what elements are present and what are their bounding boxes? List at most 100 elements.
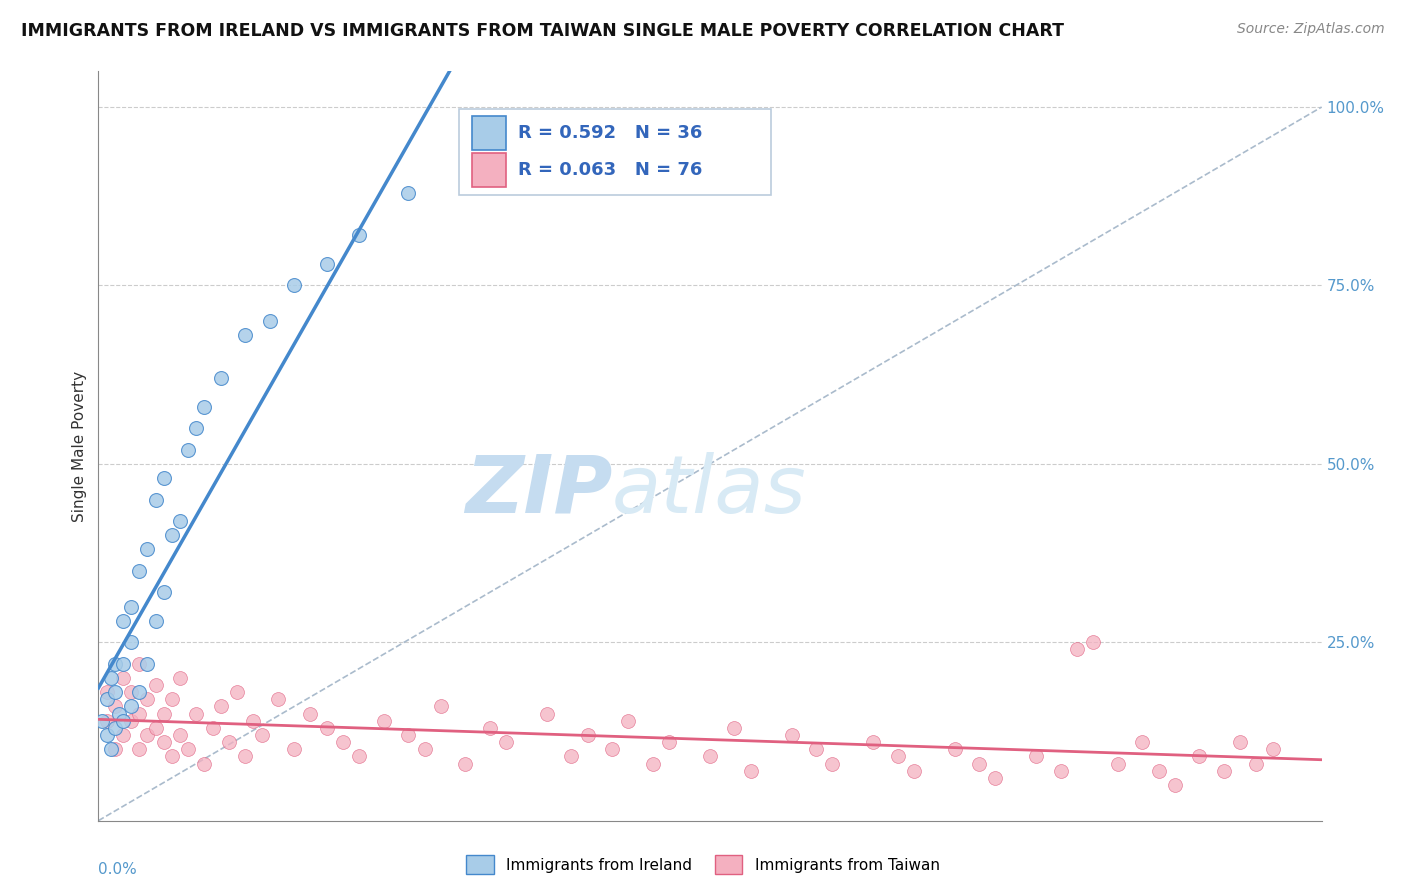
Point [177, 742, 200, 756]
Point [104, 685, 127, 699]
Point [1164, 778, 1187, 792]
Point [226, 685, 249, 699]
Point [283, 742, 305, 756]
Point [250, 728, 273, 742]
Point [454, 756, 477, 771]
Point [145, 614, 167, 628]
Text: R = 0.592   N = 36: R = 0.592 N = 36 [517, 124, 703, 142]
Point [160, 749, 183, 764]
Point [967, 756, 990, 771]
Point [128, 685, 150, 699]
Point [886, 749, 908, 764]
Point [120, 599, 142, 614]
Point [804, 742, 827, 756]
Y-axis label: Single Male Poverty: Single Male Poverty [72, 370, 87, 522]
Point [96, 714, 118, 728]
Point [349, 228, 371, 243]
Point [1212, 764, 1234, 778]
Text: 0.0%: 0.0% [98, 862, 138, 877]
Point [943, 742, 966, 756]
Point [478, 721, 501, 735]
Point [478, 157, 501, 171]
Point [128, 564, 150, 578]
Point [299, 706, 322, 721]
Point [396, 728, 419, 742]
Point [1188, 749, 1211, 764]
Point [267, 692, 290, 706]
Point [96, 685, 118, 699]
Point [780, 728, 803, 742]
Point [233, 328, 256, 343]
Point [104, 742, 127, 756]
Point [186, 421, 208, 435]
Point [209, 371, 232, 385]
Point [209, 699, 232, 714]
FancyBboxPatch shape [471, 116, 506, 150]
Point [1147, 764, 1170, 778]
Point [233, 749, 256, 764]
Point [136, 657, 159, 671]
Point [152, 706, 174, 721]
Point [96, 728, 118, 742]
Point [104, 699, 127, 714]
Point [193, 756, 215, 771]
Point [169, 671, 191, 685]
Point [1083, 635, 1105, 649]
Point [91, 714, 114, 728]
Point [136, 728, 159, 742]
Point [1107, 756, 1129, 771]
Point [373, 714, 395, 728]
Text: Source: ZipAtlas.com: Source: ZipAtlas.com [1237, 22, 1385, 37]
Point [699, 749, 721, 764]
Point [600, 742, 623, 756]
Text: IMMIGRANTS FROM IRELAND VS IMMIGRANTS FROM TAIWAN SINGLE MALE POVERTY CORRELATIO: IMMIGRANTS FROM IRELAND VS IMMIGRANTS FR… [21, 22, 1064, 40]
Point [152, 471, 174, 485]
Point [984, 771, 1007, 785]
Point [100, 671, 122, 685]
Point [1130, 735, 1153, 749]
Point [111, 728, 134, 742]
Point [396, 186, 419, 200]
Point [201, 721, 224, 735]
Point [160, 692, 183, 706]
Point [740, 764, 762, 778]
Point [1246, 756, 1268, 771]
Point [120, 714, 142, 728]
Point [332, 735, 354, 749]
Point [120, 699, 142, 714]
Point [1049, 764, 1071, 778]
Point [128, 657, 150, 671]
Point [242, 714, 264, 728]
Point [152, 585, 174, 599]
Legend: Immigrants from Ireland, Immigrants from Taiwan: Immigrants from Ireland, Immigrants from… [460, 849, 946, 880]
Point [96, 692, 118, 706]
Point [111, 657, 134, 671]
Point [560, 749, 582, 764]
Point [658, 735, 681, 749]
Point [821, 756, 844, 771]
Text: R = 0.063   N = 76: R = 0.063 N = 76 [517, 161, 703, 179]
Point [315, 257, 337, 271]
Point [160, 528, 183, 542]
Point [169, 728, 191, 742]
Point [111, 714, 134, 728]
Point [413, 742, 436, 756]
Point [120, 685, 142, 699]
Point [315, 721, 337, 735]
Point [169, 514, 191, 528]
Point [862, 735, 884, 749]
Point [349, 749, 371, 764]
Point [576, 728, 599, 742]
Point [111, 671, 134, 685]
Point [152, 735, 174, 749]
Point [1066, 642, 1088, 657]
Point [1261, 742, 1284, 756]
Point [283, 278, 305, 293]
Point [136, 542, 159, 557]
Point [259, 314, 281, 328]
Point [495, 735, 517, 749]
Point [136, 692, 159, 706]
Point [145, 678, 167, 692]
FancyBboxPatch shape [471, 153, 506, 187]
Point [128, 706, 150, 721]
